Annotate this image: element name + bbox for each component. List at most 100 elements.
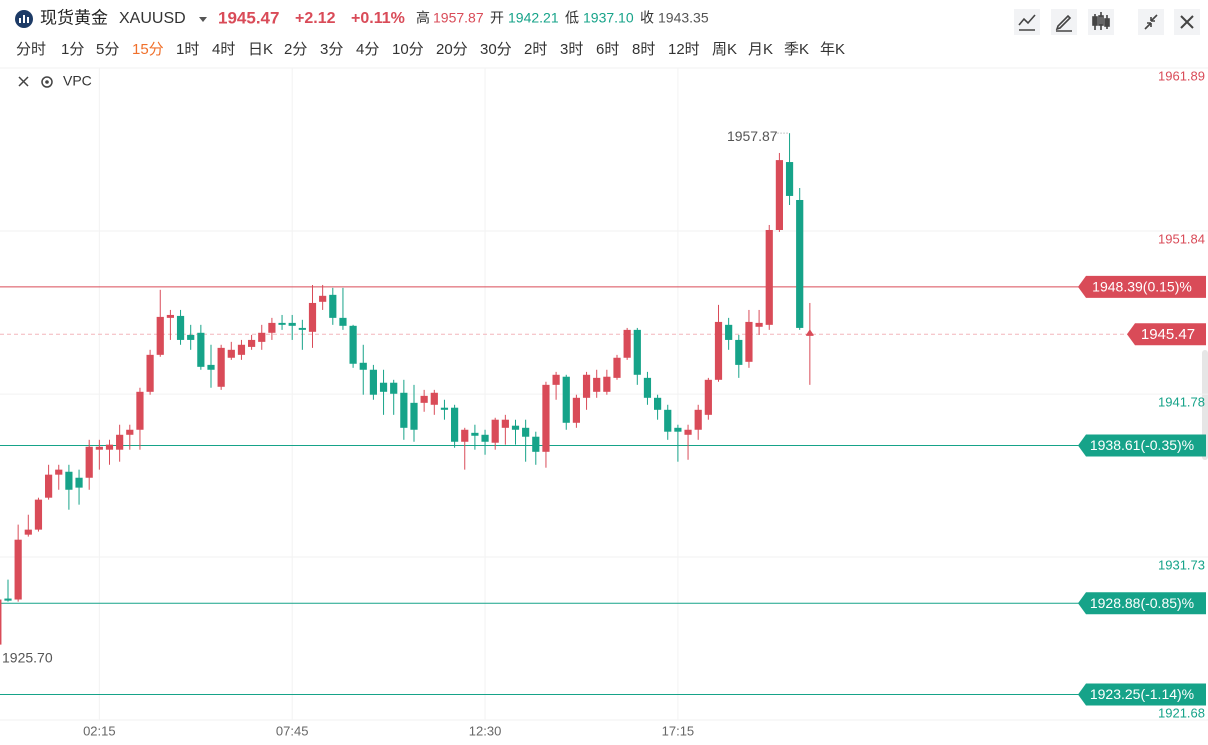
x-tick-label: 12:30 <box>469 723 502 738</box>
candle-body <box>552 374 560 385</box>
timeframe[interactable]: 30分 <box>480 41 512 58</box>
candle-body <box>511 425 520 430</box>
timeframe[interactable]: 6时 <box>596 41 619 58</box>
candle-body <box>654 397 662 410</box>
timeframe[interactable]: 年K <box>820 41 845 58</box>
low-label: 低 <box>565 10 579 26</box>
candle-body <box>755 322 763 327</box>
candle-body <box>684 429 692 435</box>
candle-body <box>775 160 783 230</box>
timeframe[interactable]: 4时 <box>212 41 235 58</box>
candle-body <box>197 332 205 367</box>
candle-body <box>481 434 489 442</box>
indicator-settings[interactable] <box>41 76 53 88</box>
timeframe[interactable]: 8时 <box>632 41 655 58</box>
candle-body <box>65 471 73 490</box>
candle-body <box>4 598 12 601</box>
candle-body <box>572 397 580 423</box>
candle-body <box>390 382 398 394</box>
candle-body <box>227 349 235 358</box>
candle-body <box>85 446 93 478</box>
candle-body <box>176 315 185 340</box>
candle-body <box>258 332 266 342</box>
candle-body <box>237 344 246 355</box>
candle-body <box>725 324 733 340</box>
candle-body <box>400 392 408 428</box>
candle-body <box>471 432 479 436</box>
candle-body <box>369 369 377 395</box>
timeframe[interactable]: 季K <box>784 41 809 58</box>
candle-body <box>248 339 256 347</box>
candle-body <box>349 325 357 364</box>
annotation: 1957.87 <box>727 128 778 144</box>
candle-body <box>735 339 743 365</box>
timeframe[interactable]: 3时 <box>560 41 583 58</box>
candle-body <box>603 376 611 392</box>
candle-body <box>745 321 753 362</box>
candle-body <box>582 374 591 398</box>
timeframe[interactable]: 周K <box>712 41 737 58</box>
timeframe[interactable]: 20分 <box>436 41 468 58</box>
y-tick-label: 1941.78 <box>1158 395 1205 410</box>
last-price-label: 1945.47 <box>1141 326 1195 343</box>
timeframe[interactable]: 3分 <box>320 41 343 58</box>
annotation: 1925.70 <box>2 650 53 666</box>
level-label: 1928.88(-0.85)% <box>1090 595 1194 611</box>
candle-body <box>714 321 723 380</box>
candle-body <box>187 334 195 340</box>
candle-body <box>532 436 540 452</box>
candle-body <box>14 539 22 600</box>
timeframe[interactable]: 12时 <box>668 41 700 58</box>
timeframe[interactable]: 月K <box>748 41 773 58</box>
y-tick-label: 1961.89 <box>1158 68 1205 83</box>
timeframe[interactable]: 2分 <box>284 41 307 58</box>
x-tick-label: 02:15 <box>83 723 116 738</box>
indicator-close[interactable] <box>18 76 29 87</box>
level-tag <box>1078 683 1206 706</box>
high-label: 高 <box>416 10 430 26</box>
candle-body <box>207 364 215 370</box>
dropdown[interactable] <box>199 17 207 22</box>
timeframe[interactable]: 日K <box>248 41 273 58</box>
level-tag <box>1078 592 1206 615</box>
timeframe[interactable]: 4分 <box>356 41 379 58</box>
candle-body <box>664 409 672 432</box>
candle-body <box>451 407 459 442</box>
candle-body <box>0 599 2 645</box>
candle-body <box>339 317 347 326</box>
timeframe[interactable]: 2时 <box>524 41 547 58</box>
candle-body <box>126 429 134 435</box>
x-tick-label: 17:15 <box>662 723 695 738</box>
candle-body <box>562 376 570 423</box>
candle-body <box>166 314 174 318</box>
open-label: 开 <box>490 10 504 26</box>
tool-shrink[interactable] <box>1138 9 1164 35</box>
candle-body <box>410 402 418 430</box>
candle-body <box>105 444 114 450</box>
timeframe[interactable]: 15分 <box>132 41 164 58</box>
candle-body <box>298 327 306 330</box>
candle-body <box>308 302 317 332</box>
scrollbar[interactable] <box>1202 350 1208 460</box>
close: 1943.35 <box>658 10 709 26</box>
timeframe[interactable]: 5分 <box>96 41 119 58</box>
candle-body <box>440 407 449 410</box>
candle-body <box>542 384 550 452</box>
candle-body <box>136 391 144 430</box>
candle-body <box>268 322 276 333</box>
level-tag <box>1078 275 1206 298</box>
symbol[interactable]: XAUUSD <box>119 10 186 27</box>
candle-body <box>116 434 124 450</box>
level-label: 1923.25(-1.14)% <box>1090 686 1194 702</box>
logo-mark <box>19 15 29 23</box>
timeframe[interactable]: 分时 <box>16 41 46 58</box>
timeframe[interactable]: 1时 <box>176 41 199 58</box>
timeframe[interactable]: 1分 <box>61 41 84 58</box>
last-price-marker <box>805 329 814 336</box>
candle-body <box>704 379 712 415</box>
candle-body <box>359 362 367 370</box>
candle-body <box>34 499 43 530</box>
candle-body <box>45 474 53 498</box>
timeframe[interactable]: 10分 <box>392 41 424 58</box>
